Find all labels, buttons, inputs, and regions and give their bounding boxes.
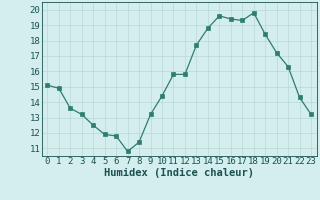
X-axis label: Humidex (Indice chaleur): Humidex (Indice chaleur) [104,168,254,178]
